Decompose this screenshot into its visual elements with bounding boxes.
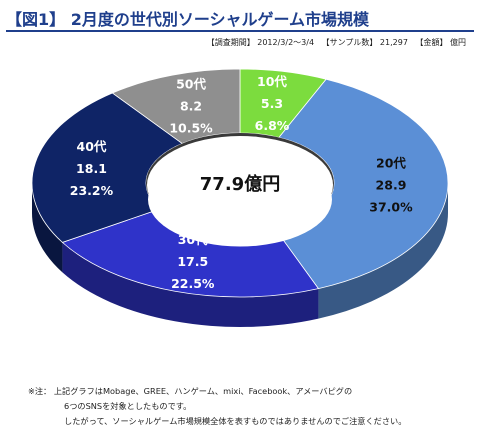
footnote-line-3: したがって、ソーシャルゲーム市場規模全体を表すものではありませんのでご注意くださ… [64, 416, 407, 426]
center-total-label: 77.9億円 [200, 173, 280, 195]
donut-chart: 77.9億円 10代 5.3 6.8% 20代 28.9 37.0% 30代 17.5 22.5%… [31, 68, 449, 328]
footnote-line-1: ※注： 上記グラフはMobage、GREE、ハンゲーム、mixi、Faceboo… [28, 386, 353, 396]
survey-period: 【調査期間】 2012/3/2～3/4 [206, 38, 315, 47]
amount-unit: 【金額】 億円 [415, 38, 466, 47]
donut-hole-face [147, 136, 333, 234]
slice-label-1: 20代 [376, 156, 406, 171]
sample-size: 【サンプル数】 21,297 [321, 38, 408, 47]
slice-percent-4: 10.5% [169, 120, 213, 135]
slice-value-0: 5.3 [261, 96, 283, 111]
footnote-line-2: 6つのSNSを対象としたものです。 [64, 401, 192, 411]
slice-value-4: 8.2 [180, 98, 202, 113]
slice-value-1: 28.9 [376, 178, 407, 193]
slice-side-3 [31, 183, 63, 273]
footnote: ※注： 上記グラフはMobage、GREE、ハンゲーム、mixi、Faceboo… [28, 384, 474, 429]
slice-percent-3: 23.2% [70, 183, 114, 198]
slice-side-1 [318, 183, 448, 319]
slice-label-3: 40代 [77, 139, 107, 154]
slice-percent-2: 22.5% [171, 276, 215, 291]
slice-label-0: 10代 [257, 74, 287, 89]
survey-meta: 【調査期間】 2012/3/2～3/4 【サンプル数】 21,297 【金額】 … [202, 37, 466, 48]
chart-title: 【図1】 2月度の世代別ソーシャルゲーム市場規模 [6, 10, 370, 29]
slice-percent-0: 6.8% [255, 118, 290, 133]
slice-percent-1: 37.0% [369, 200, 413, 215]
slice-label-4: 50代 [176, 76, 206, 91]
slice-value-2: 17.5 [177, 254, 208, 269]
title-divider [6, 30, 474, 32]
slice-label-2: 30代 [178, 232, 208, 247]
slice-value-3: 18.1 [76, 161, 107, 176]
slice-side-2 [62, 242, 319, 328]
